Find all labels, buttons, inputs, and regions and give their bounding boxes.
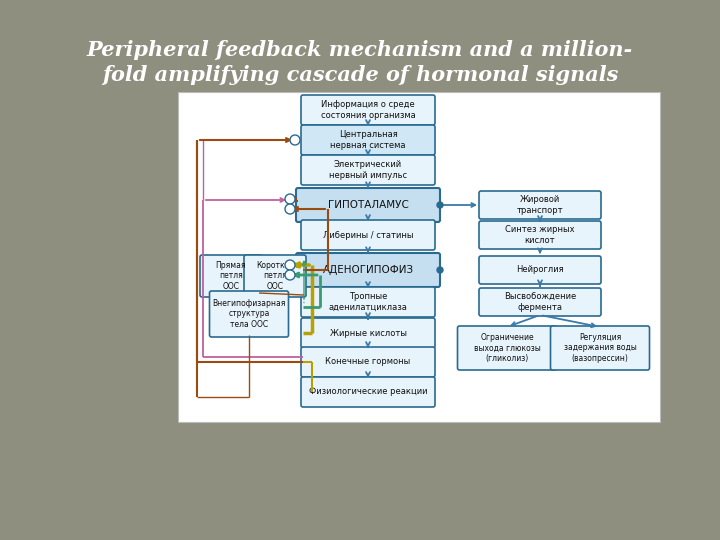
Text: Информация о среде
состояния организма: Информация о среде состояния организма (320, 100, 415, 120)
FancyBboxPatch shape (200, 255, 262, 297)
Text: ГИПОТАЛАМУС: ГИПОТАЛАМУС (328, 200, 408, 210)
FancyBboxPatch shape (301, 125, 435, 155)
Text: Конечные гормоны: Конечные гормоны (325, 357, 410, 367)
FancyBboxPatch shape (479, 221, 601, 249)
Text: Жирные кислоты: Жирные кислоты (330, 328, 407, 338)
FancyBboxPatch shape (479, 256, 601, 284)
FancyBboxPatch shape (178, 92, 660, 422)
FancyBboxPatch shape (210, 291, 289, 337)
Text: fold amplifying cascade of hormonal signals: fold amplifying cascade of hormonal sign… (102, 65, 618, 85)
Text: Электрический
нервный импульс: Электрический нервный импульс (329, 160, 407, 180)
FancyBboxPatch shape (301, 95, 435, 125)
FancyBboxPatch shape (296, 188, 440, 222)
Text: Центральная
нервная система: Центральная нервная система (330, 130, 406, 150)
Text: Нейроглия: Нейроглия (516, 266, 564, 274)
Circle shape (285, 194, 295, 204)
FancyBboxPatch shape (479, 191, 601, 219)
Text: Короткая
петля
ООС: Короткая петля ООС (256, 261, 294, 291)
Circle shape (285, 204, 295, 214)
Circle shape (437, 202, 443, 208)
Text: Регуляция
задержания воды
(вазопрессин): Регуляция задержания воды (вазопрессин) (564, 333, 636, 363)
FancyBboxPatch shape (301, 220, 435, 250)
Text: Высвобождение
фермента: Высвобождение фермента (504, 292, 576, 312)
Text: Либерины / статины: Либерины / статины (323, 231, 413, 240)
Circle shape (437, 267, 443, 273)
Text: Прямая
петля
ООС: Прямая петля ООС (216, 261, 246, 291)
Circle shape (285, 270, 295, 280)
FancyBboxPatch shape (301, 347, 435, 377)
FancyBboxPatch shape (301, 287, 435, 317)
FancyBboxPatch shape (296, 253, 440, 287)
Circle shape (285, 260, 295, 270)
FancyBboxPatch shape (479, 288, 601, 316)
Text: Peripheral feedback mechanism and a million-: Peripheral feedback mechanism and a mill… (87, 40, 633, 60)
FancyBboxPatch shape (301, 318, 435, 348)
FancyBboxPatch shape (244, 255, 306, 297)
Text: Внегипофизарная
структура
тела ООС: Внегипофизарная структура тела ООС (212, 299, 286, 329)
FancyBboxPatch shape (301, 155, 435, 185)
Text: Ограничение
выхода глюкозы
(гликолиз): Ограничение выхода глюкозы (гликолиз) (474, 333, 541, 363)
Text: АДЕНОГИПОФИЗ: АДЕНОГИПОФИЗ (323, 265, 413, 275)
Text: Физиологические реакции: Физиологические реакции (309, 388, 427, 396)
Text: Жировой
транспорт: Жировой транспорт (517, 195, 563, 215)
Circle shape (290, 135, 300, 145)
FancyBboxPatch shape (551, 326, 649, 370)
FancyBboxPatch shape (457, 326, 557, 370)
Text: Синтез жирных
кислот: Синтез жирных кислот (505, 225, 575, 245)
Text: Тропные
аденилатциклаза: Тропные аденилатциклаза (328, 292, 408, 312)
FancyBboxPatch shape (301, 377, 435, 407)
